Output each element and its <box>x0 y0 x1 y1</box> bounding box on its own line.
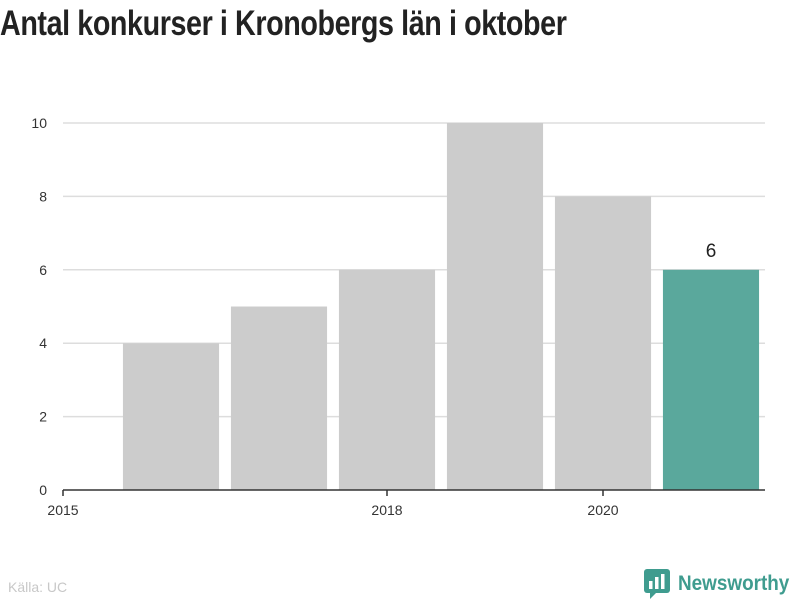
bar-2017 <box>230 306 328 490</box>
y-tick-label: 0 <box>39 482 47 498</box>
x-tick-label: 2020 <box>587 502 618 518</box>
bar-2018 <box>338 269 436 490</box>
x-tick-label: 2018 <box>371 502 402 518</box>
bar-2021 <box>662 269 760 490</box>
y-tick-label: 10 <box>31 115 47 131</box>
axes <box>62 489 765 496</box>
source-note: Källa: UC <box>8 579 68 595</box>
y-tick-label: 6 <box>39 262 47 278</box>
y-tick-label: 4 <box>39 335 47 351</box>
data-label: 6 <box>706 241 717 262</box>
labels: 0 2 4 6 8 10 2015 2018 2020 6 <box>31 115 716 518</box>
x-tick-label: 2015 <box>47 502 78 518</box>
y-tick-label: 2 <box>39 409 47 425</box>
y-tick-label: 8 <box>39 188 47 204</box>
chart-title: Antal konkurser i Kronobergs län i oktob… <box>0 4 567 43</box>
bars <box>122 123 760 490</box>
bar-2016 <box>122 343 220 490</box>
newsworthy-logo[interactable]: Newsworthy <box>644 568 800 600</box>
bar-2019 <box>446 123 544 490</box>
brand-name: Newsworthy <box>678 572 790 595</box>
bar-2020 <box>554 196 652 490</box>
newsworthy-icon <box>644 569 670 599</box>
